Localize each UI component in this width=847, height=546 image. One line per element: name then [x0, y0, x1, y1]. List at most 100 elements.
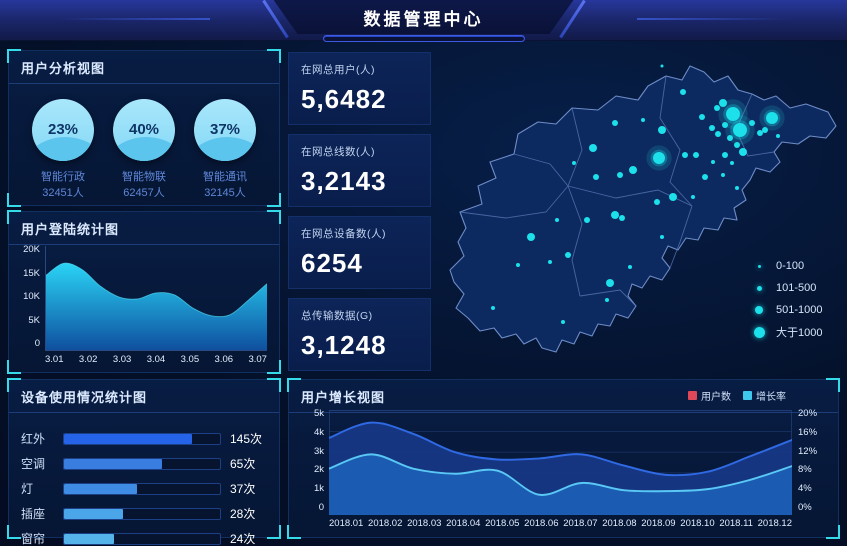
tick-label: 8% — [798, 464, 812, 476]
panel-user-growth: 用户增长视图 用户数 增长率 5k 4k 3k 2k 1k 0 20% 16% 12% 8% 4%… — [287, 378, 840, 539]
liquid-gauge: 37% — [194, 99, 256, 161]
page-title: 数据管理中心 — [363, 9, 484, 29]
map-bubble — [722, 152, 728, 158]
tick-label: 3.03 — [112, 354, 132, 365]
header-bar: 数据管理中心 — [0, 0, 847, 42]
corner-bracket — [267, 193, 281, 207]
bar-fill — [64, 458, 163, 469]
map-bubble — [680, 89, 686, 95]
map-bubble — [749, 120, 755, 126]
corner-bracket — [7, 360, 21, 374]
legend-item-growth-rate[interactable]: 增长率 — [743, 388, 786, 403]
bar-fill — [64, 433, 192, 444]
device-bar-row: 红外 145次 — [21, 432, 263, 446]
panel-title-login-stats: 用户登陆统计图 — [9, 212, 279, 245]
tick-label: 1k — [313, 483, 324, 495]
liquid-gauge: 23% — [32, 99, 94, 161]
gauge-label: 智能物联 62457人 — [122, 171, 166, 199]
map-bubble — [561, 320, 565, 324]
tick-label: 3k — [313, 445, 324, 457]
map-bubble — [715, 131, 721, 137]
map-bubble — [589, 144, 597, 152]
corner-bracket — [7, 378, 21, 392]
bar-track — [63, 432, 221, 445]
map-bubble — [734, 142, 740, 148]
tick-label: 4% — [798, 483, 812, 495]
bar-track — [63, 482, 221, 495]
tick-label: 2018.06 — [524, 518, 559, 529]
map-legend-item: 大于1000 — [752, 325, 823, 339]
bar-track — [63, 532, 221, 545]
map-bubble — [739, 148, 747, 156]
map-legend: 0-100 101-500 501-1000 大于1000 — [752, 259, 823, 339]
gauge-percent: 40% — [128, 121, 160, 139]
growth-chart: 5k 4k 3k 2k 1k 0 20% 16% 12% 8% 4% 0% 2018.01 2018.… — [299, 408, 830, 531]
tick-label: 20K — [23, 244, 40, 255]
corner-bracket — [267, 49, 281, 63]
legend-item-users[interactable]: 用户数 — [688, 388, 731, 403]
gauge-telecom: 37% 智能通讯 32145人 — [187, 99, 263, 202]
corner-bracket — [7, 49, 21, 63]
map-legend-item: 501-1000 — [752, 303, 823, 317]
login-x-axis: 3.01 3.02 3.03 3.04 3.05 3.06 3.07 — [45, 351, 267, 366]
device-bar-row: 插座 28次 — [21, 507, 256, 521]
map-bubble — [584, 217, 590, 223]
tick-label: 2018.09 — [641, 518, 676, 529]
map-bubble — [619, 215, 625, 221]
growth-chart-legend: 用户数 增长率 — [688, 388, 786, 403]
tick-label: 3.06 — [214, 354, 234, 365]
map-bubble — [605, 298, 609, 302]
stat-card-total-data: 总传输数据(G) 3,1248 — [288, 298, 431, 371]
map-bubble — [714, 105, 720, 111]
corner-bracket — [267, 360, 281, 374]
map-bubble — [516, 263, 520, 267]
device-bar-row: 空调 65次 — [21, 457, 256, 471]
map-bubble — [766, 112, 778, 124]
corner-bracket — [7, 210, 21, 224]
map-bubble — [658, 126, 666, 134]
legend-swatch-growth-rate — [743, 391, 752, 400]
users-line — [329, 421, 792, 477]
panel-login-stats: 用户登陆统计图 20K 15K 10K 5K 0 3.01 3.02 3.03 3.04 3.0… — [7, 210, 281, 374]
device-bar-row: 窗帘 24次 — [21, 532, 256, 546]
tick-label: 2018.03 — [407, 518, 442, 529]
map-bubble — [629, 166, 637, 174]
map-bubble — [711, 160, 715, 164]
map-bubble — [699, 114, 705, 120]
map-bubble — [727, 135, 733, 141]
map-bubble — [611, 211, 619, 219]
corner-bracket — [267, 525, 281, 539]
tick-label: 2018.08 — [602, 518, 637, 529]
map-bubble — [565, 252, 571, 258]
tick-label: 2018.02 — [368, 518, 403, 529]
login-area-line — [45, 262, 267, 318]
map-legend-item: 0-100 — [752, 259, 823, 273]
corner-bracket — [267, 378, 281, 392]
tick-label: 2018.04 — [446, 518, 481, 529]
corner-bracket — [267, 210, 281, 224]
map-bubble — [660, 235, 664, 239]
legend-dot-medium — [756, 285, 762, 291]
legend-swatch-users — [688, 391, 697, 400]
map-bubble — [691, 195, 695, 199]
tick-label: 10K — [23, 291, 40, 302]
gauge-admin: 23% 智能行政 32451人 — [25, 99, 101, 202]
map-bubble — [682, 152, 688, 158]
header-wing-right — [637, 18, 787, 20]
map-bubble — [606, 279, 614, 287]
map-bubble — [612, 120, 618, 126]
map-bubble — [721, 173, 725, 177]
map-bubble — [726, 107, 740, 121]
panel-user-analysis: 用户分析视图 23% 智能行政 32451人 40% 智能物联 62457人 — [7, 49, 281, 207]
growth-area-chart-svg — [329, 410, 792, 515]
tick-label: 0 — [34, 338, 40, 349]
tick-label: 0% — [798, 501, 812, 513]
gauge-group: 23% 智能行政 32451人 40% 智能物联 62457人 37% — [9, 84, 279, 202]
map-bubble — [722, 122, 728, 128]
map-bubble — [628, 265, 632, 269]
map-bubble — [660, 64, 664, 68]
tick-label: 3.07 — [248, 354, 267, 365]
stat-card-total-users: 在网总用户(人) 5,6482 — [288, 52, 431, 125]
login-area-fill — [45, 263, 267, 351]
map-bubble-layer — [491, 64, 785, 324]
